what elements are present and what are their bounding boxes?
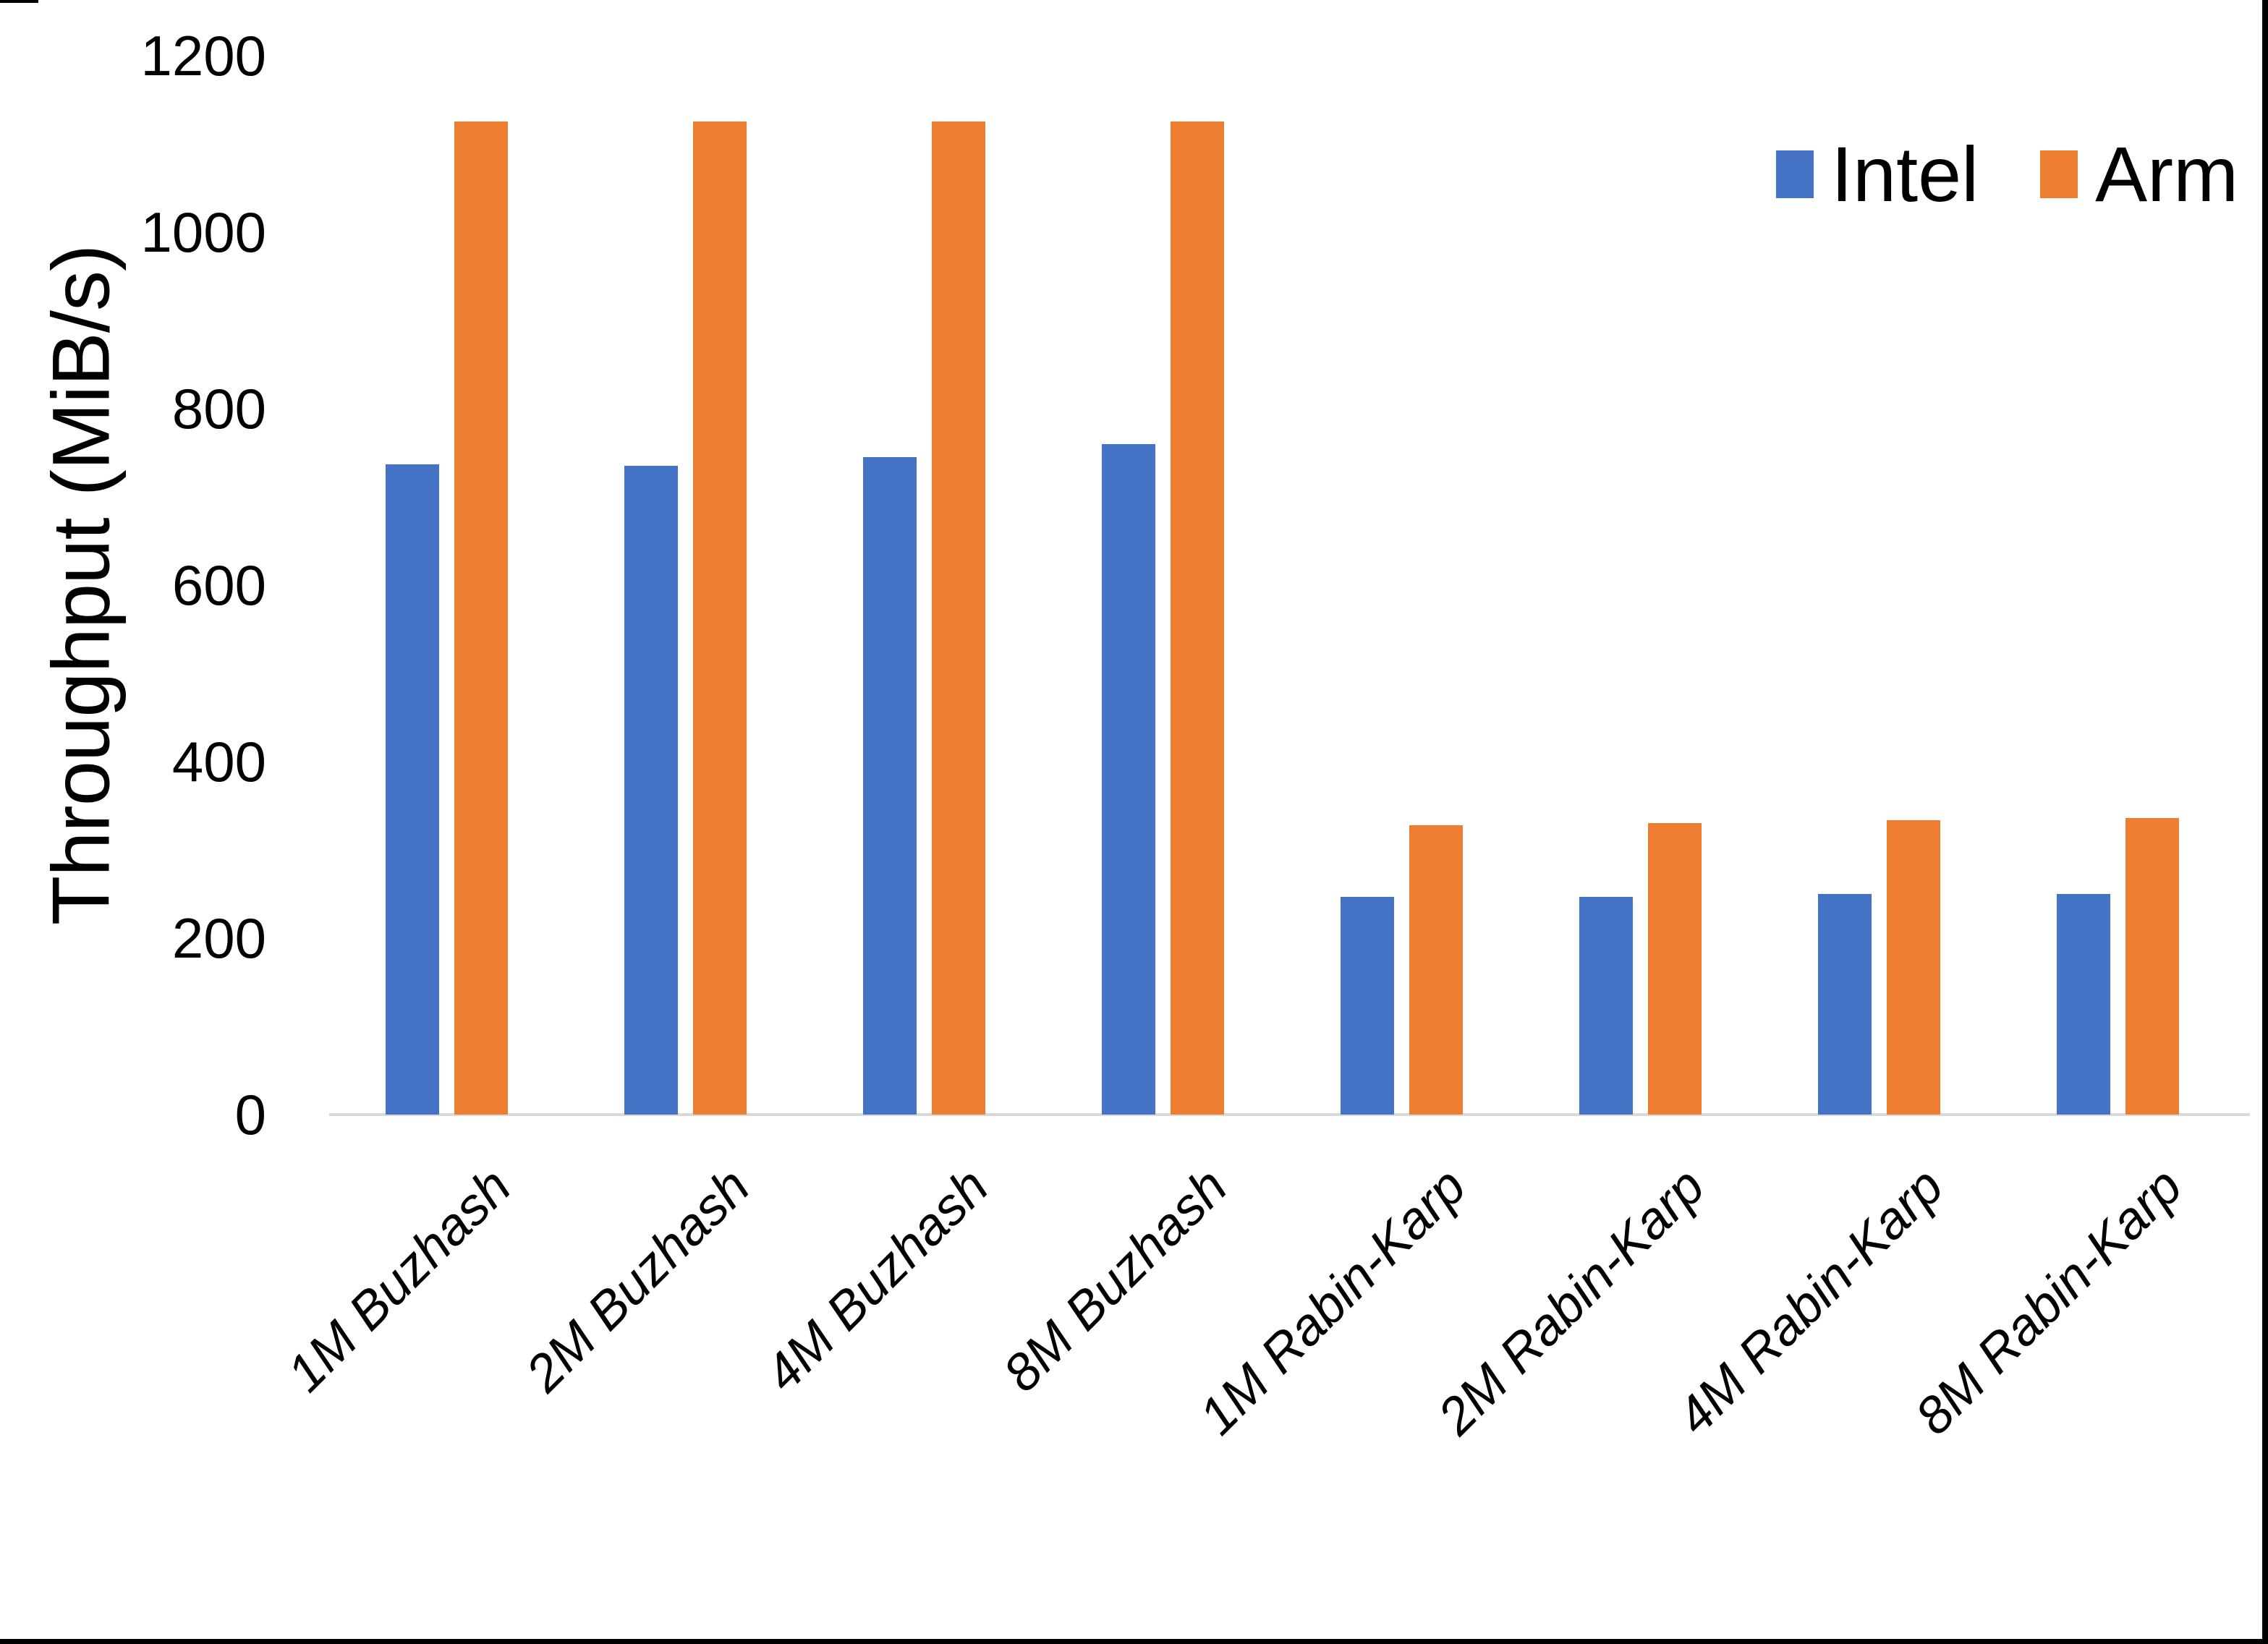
y-tick-label: 1200 <box>140 24 266 88</box>
x-category-label: 2M Rabin-Karp <box>1427 1157 1716 1446</box>
y-tick-label: 600 <box>171 553 266 617</box>
y-tick-label: 200 <box>171 906 266 970</box>
bar-intel-1 <box>386 464 439 1115</box>
bar-intel-3 <box>863 457 917 1115</box>
bar-intel-5 <box>1341 897 1394 1115</box>
x-category-label: 8M Rabin-Karp <box>1904 1157 2193 1446</box>
bar-intel-8 <box>2057 894 2110 1115</box>
bar-intel-6 <box>1579 897 1633 1115</box>
legend-item-intel: Intel <box>1776 134 1979 215</box>
bar-arm-8 <box>2125 818 2179 1115</box>
bar-arm-5 <box>1409 825 1463 1115</box>
legend: Intel Arm <box>1776 134 2238 215</box>
y-tick-label: 800 <box>171 377 266 440</box>
legend-label: Intel <box>1831 130 1979 218</box>
x-axis-line <box>329 1113 2250 1116</box>
x-category-label: 4M Buzhash <box>754 1157 1000 1403</box>
bar-arm-4 <box>1171 122 1224 1115</box>
bar-intel-7 <box>1818 894 1872 1115</box>
bottom-border <box>0 1639 2268 1644</box>
bar-arm-7 <box>1887 820 1940 1115</box>
top-left-border-artifact <box>0 0 38 3</box>
x-category-label: 8M Buzhash <box>993 1157 1239 1403</box>
bar-arm-1 <box>454 122 508 1115</box>
legend-item-arm: Arm <box>2040 134 2238 215</box>
x-category-label: 1M Rabin-Karp <box>1188 1157 1477 1446</box>
x-category-label: 4M Rabin-Karp <box>1665 1157 1955 1446</box>
legend-swatch-arm <box>2040 150 2078 198</box>
bar-intel-4 <box>1102 444 1155 1115</box>
legend-swatch-intel <box>1776 150 1814 198</box>
y-tick-label: 0 <box>234 1083 266 1146</box>
right-border <box>2262 0 2268 1644</box>
bar-arm-3 <box>932 122 985 1115</box>
bar-arm-2 <box>693 122 747 1115</box>
bar-intel-2 <box>624 466 678 1115</box>
x-category-label: 1M Buzhash <box>276 1157 522 1403</box>
y-tick-label: 400 <box>171 730 266 793</box>
legend-label: Arm <box>2095 130 2239 218</box>
x-category-label: 2M Buzhash <box>515 1157 761 1403</box>
y-tick-label: 1000 <box>140 200 266 264</box>
bar-arm-6 <box>1648 823 1702 1115</box>
